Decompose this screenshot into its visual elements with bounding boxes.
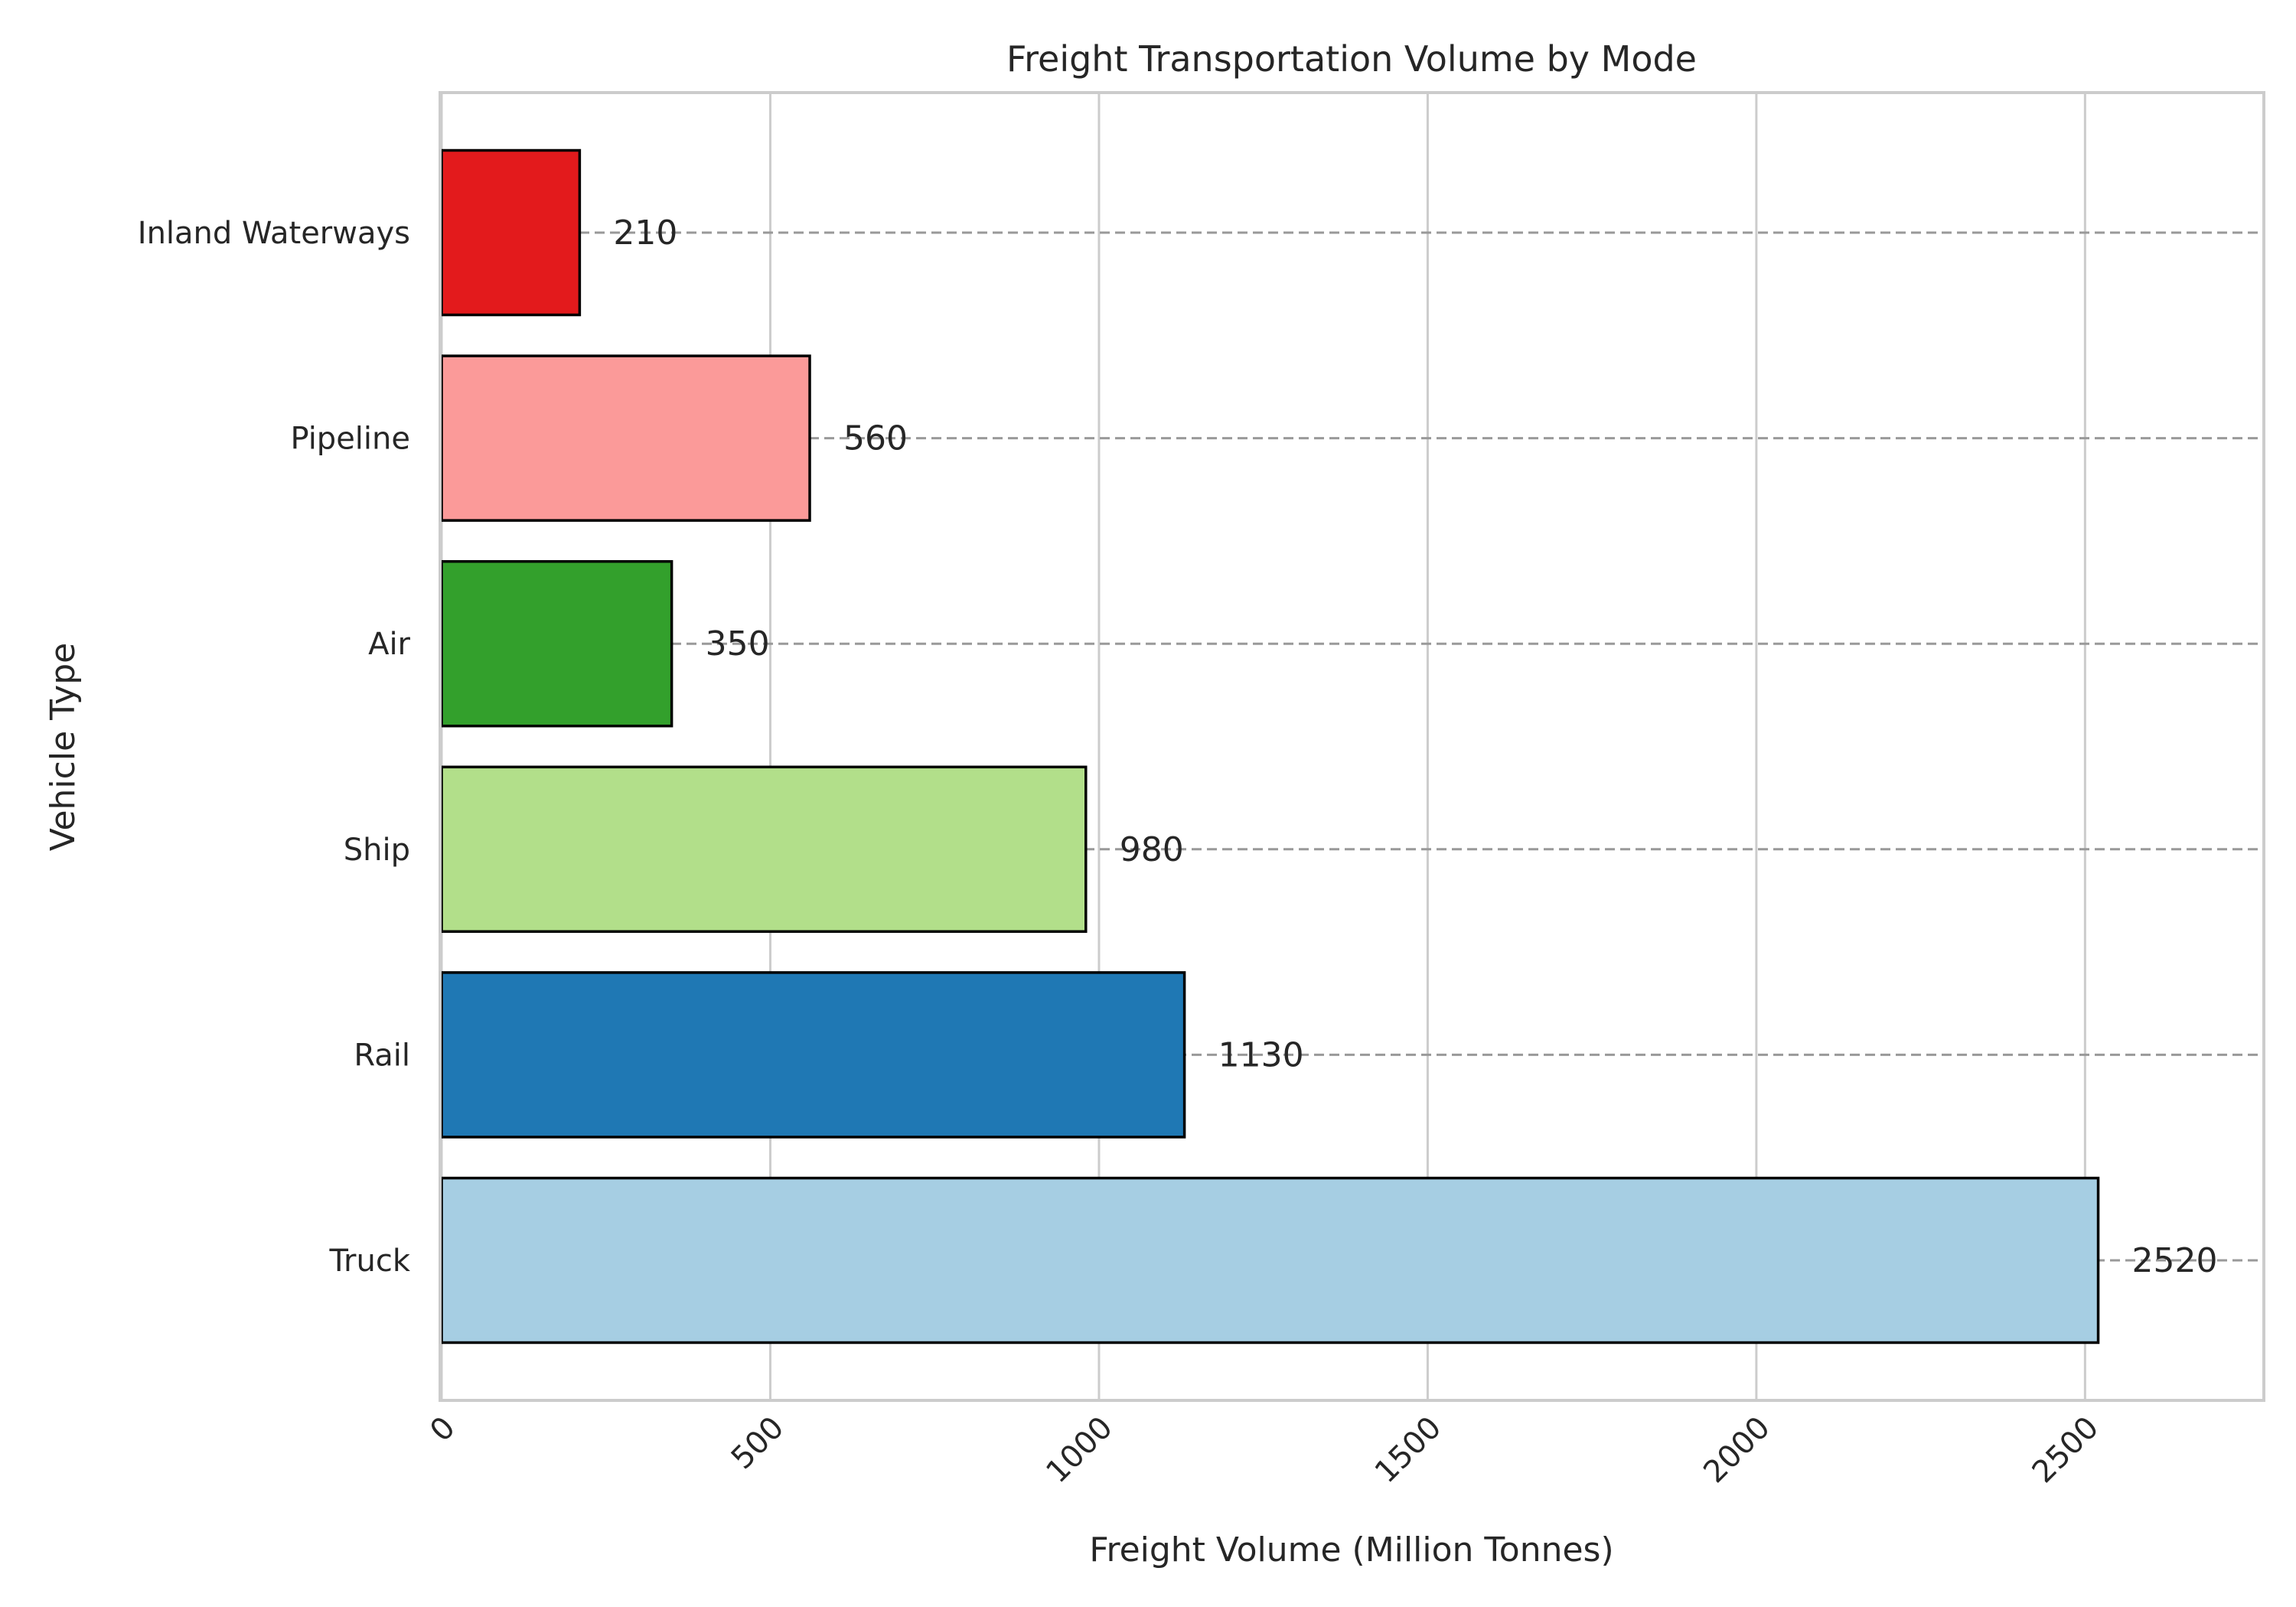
y-tick-label: Inland Waterways bbox=[138, 216, 410, 251]
bar-pipeline bbox=[440, 354, 811, 522]
y-tick-label: Rail bbox=[354, 1038, 410, 1073]
x-tick-label: 2500 bbox=[2026, 1410, 2106, 1491]
y-axis-ticks: Truck Rail Ship Air Pipeline Inland Waterways bbox=[138, 216, 411, 1279]
bars-layer bbox=[440, 148, 2100, 1345]
x-tick-label: 2000 bbox=[1697, 1410, 1777, 1491]
chart-title: Freight Transportation Volume by Mode bbox=[1006, 38, 1697, 80]
x-tick-label: 1000 bbox=[1039, 1410, 1120, 1491]
x-axis-title: Freight Volume (Million Tonnes) bbox=[1089, 1530, 1613, 1570]
y-tick-label: Pipeline bbox=[290, 422, 410, 457]
labels-layer: 2520 1130 980 350 560 210 bbox=[613, 214, 2217, 1280]
data-label: 210 bbox=[613, 214, 677, 253]
bar-inland-waterways bbox=[440, 148, 582, 317]
bar-rail bbox=[440, 971, 1186, 1139]
data-label: 350 bbox=[706, 624, 770, 663]
y-tick-label: Truck bbox=[328, 1244, 410, 1279]
data-label: 560 bbox=[843, 419, 908, 458]
x-tick-label: 0 bbox=[423, 1410, 462, 1449]
x-tick-label: 500 bbox=[725, 1410, 791, 1477]
y-tick-label: Ship bbox=[344, 833, 410, 868]
x-axis-ticks: 0 500 1000 1500 2000 2500 bbox=[423, 1410, 2105, 1491]
data-label: 1130 bbox=[1218, 1035, 1304, 1074]
x-tick-label: 1500 bbox=[1368, 1410, 1449, 1491]
bar-air bbox=[440, 559, 673, 728]
data-label: 2520 bbox=[2132, 1241, 2218, 1280]
bar-truck bbox=[440, 1176, 2100, 1345]
plot-frame bbox=[439, 91, 2265, 1402]
bar-ship bbox=[440, 765, 1088, 934]
y-axis-title: Vehicle Type bbox=[44, 643, 83, 851]
data-label: 980 bbox=[1120, 830, 1184, 869]
y-tick-label: Air bbox=[368, 627, 410, 662]
